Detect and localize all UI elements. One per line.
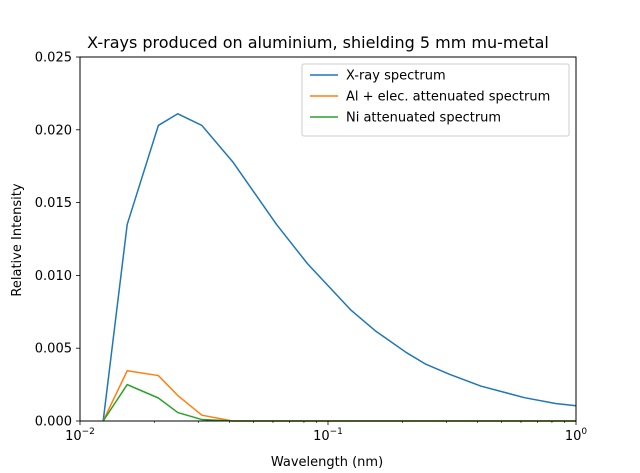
x-axis-label: Wavelength (nm) bbox=[271, 455, 383, 470]
y-tick-label: 0.020 bbox=[35, 123, 72, 138]
series-line-1 bbox=[102, 113, 577, 422]
y-tick-label: 0.025 bbox=[35, 51, 72, 66]
legend-label: X-ray spectrum bbox=[346, 69, 446, 84]
x-tick-label: 10−1 bbox=[313, 427, 343, 444]
x-axis: 10−2 10−1 100 bbox=[65, 421, 587, 444]
legend-label: Ni attenuated spectrum bbox=[346, 111, 501, 126]
series-line-3 bbox=[102, 383, 576, 422]
y-tick-label: 0.010 bbox=[35, 269, 72, 284]
legend-box bbox=[301, 63, 570, 137]
series-line-2 bbox=[102, 370, 576, 422]
plot-area bbox=[102, 113, 577, 422]
x-tick-label: 100 bbox=[565, 427, 588, 444]
y-tick-label: 0.000 bbox=[35, 415, 72, 430]
x-tick-label: 10−2 bbox=[65, 427, 95, 444]
y-tick-label: 0.015 bbox=[35, 196, 72, 211]
legend: X-ray spectrum Al + elec. attenuated spec… bbox=[301, 63, 570, 137]
legend-label: Al + elec. attenuated spectrum bbox=[346, 90, 550, 105]
chart-title: X-rays produced on aluminium, shielding … bbox=[87, 33, 549, 52]
y-axis-label: Relative Intensity bbox=[10, 183, 25, 296]
y-tick-label: 0.005 bbox=[35, 342, 72, 357]
y-axis: 0.000 0.005 0.010 0.015 0.020 0.025 bbox=[35, 51, 80, 430]
